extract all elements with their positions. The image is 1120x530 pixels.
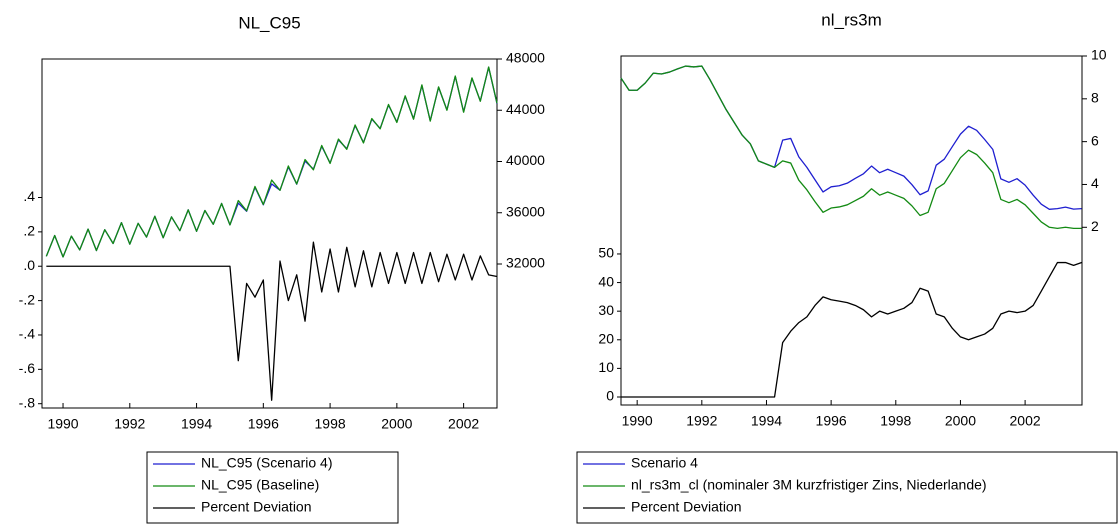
chart-title: nl_rs3m — [821, 10, 881, 29]
legend-label: NL_C95 (Scenario 4) — [201, 455, 333, 471]
x-tick-label: 1994 — [181, 416, 212, 432]
y-tick-label: -.4 — [19, 326, 36, 342]
y-tick-label: 0 — [606, 388, 614, 404]
y-tick-label: 50 — [598, 245, 614, 261]
x-tick-label: 1990 — [47, 416, 78, 432]
y-tick-label: .0 — [23, 257, 35, 273]
x-tick-label: 1994 — [751, 413, 782, 429]
series-line — [45, 66, 498, 258]
y-tick-label: .4 — [23, 188, 35, 204]
legend-label: Percent Deviation — [631, 499, 742, 515]
legend-box — [146, 451, 399, 524]
y2-tick-label: 48000 — [506, 50, 545, 66]
y-tick-label: -.6 — [19, 360, 36, 376]
legend-label: NL_C95 (Baseline) — [201, 477, 319, 493]
x-tick-label: 1990 — [622, 413, 653, 429]
x-tick-label: 1992 — [686, 413, 717, 429]
y2-tick-label: 10 — [1091, 47, 1107, 63]
series-line — [45, 66, 498, 258]
x-tick-label: 2000 — [945, 413, 976, 429]
y2-tick-label: 2 — [1091, 218, 1099, 234]
y2-tick-label: 4 — [1091, 175, 1099, 191]
x-tick-label: 2002 — [448, 416, 479, 432]
y-tick-label: 30 — [598, 302, 614, 318]
y2-tick-label: 6 — [1091, 132, 1099, 148]
y-tick-label: -.2 — [19, 291, 36, 307]
y-tick-label: .2 — [23, 223, 35, 239]
y2-tick-label: 40000 — [506, 152, 545, 168]
series-line — [46, 241, 498, 401]
legend-label: Percent Deviation — [201, 499, 312, 515]
x-tick-label: 2002 — [1010, 413, 1041, 429]
x-tick-label: 1996 — [248, 416, 279, 432]
plot-frame — [620, 55, 1083, 406]
x-tick-label: 1992 — [114, 416, 145, 432]
y-tick-label: -.8 — [19, 394, 36, 410]
y2-tick-label: 8 — [1091, 90, 1099, 106]
legend-label: nl_rs3m_cl (nominaler 3M kurzfristiger Z… — [631, 477, 987, 493]
series-line — [621, 261, 1082, 398]
y-tick-label: 20 — [598, 330, 614, 346]
y2-tick-label: 36000 — [506, 203, 545, 219]
y-tick-label: 40 — [598, 273, 614, 289]
chart-title: NL_C95 — [238, 13, 300, 32]
legend-box — [576, 451, 1118, 524]
x-tick-label: 1996 — [816, 413, 847, 429]
y2-tick-label: 32000 — [506, 255, 545, 271]
x-tick-label: 1998 — [880, 413, 911, 429]
legend-label: Scenario 4 — [631, 455, 698, 471]
x-tick-label: 2000 — [381, 416, 412, 432]
x-tick-label: 1998 — [315, 416, 346, 432]
y2-tick-label: 44000 — [506, 101, 545, 117]
plot-frame — [41, 58, 498, 409]
series-line — [620, 65, 1082, 210]
series-line — [620, 65, 1082, 230]
y-tick-label: 10 — [598, 359, 614, 375]
